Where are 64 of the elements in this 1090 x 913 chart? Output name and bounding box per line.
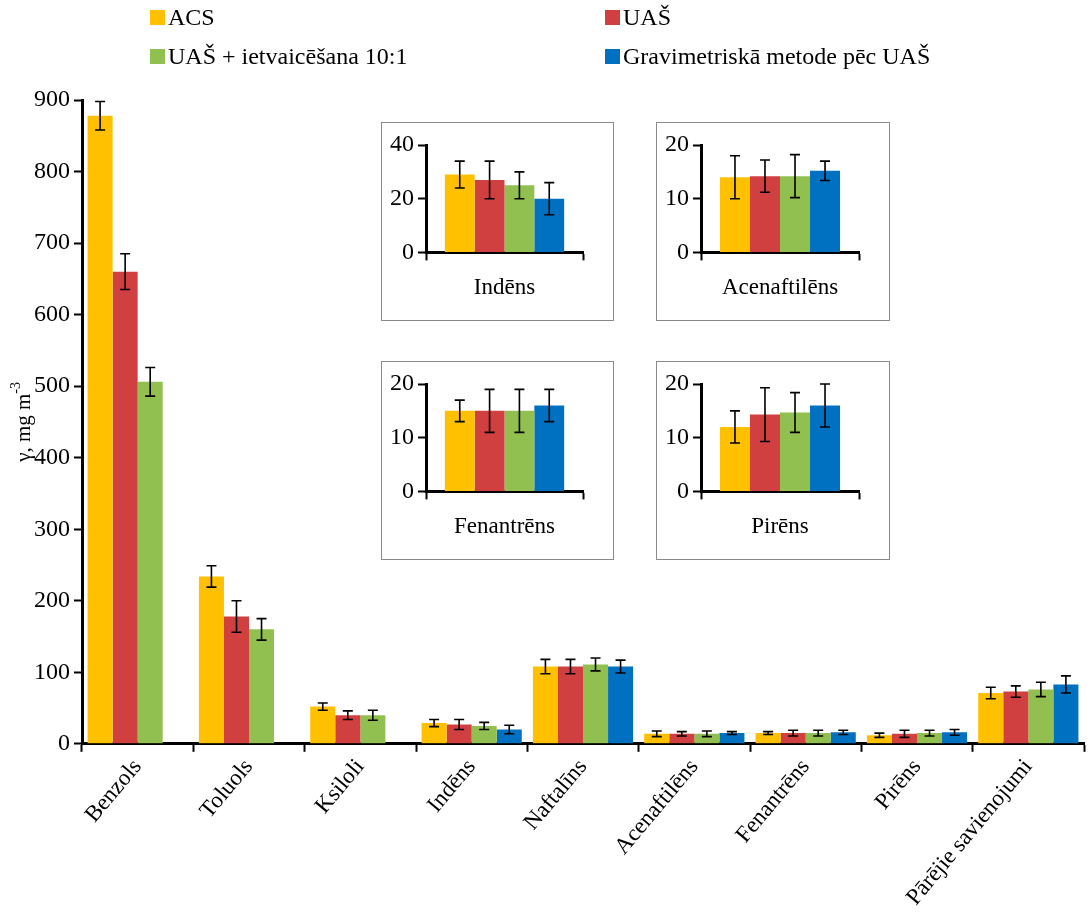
x-tick-label: Fenantrēns <box>454 513 556 539</box>
y-tick-label: 20 <box>665 369 689 396</box>
bar <box>830 732 856 744</box>
legend-label: UAŠ <box>623 4 672 31</box>
bar <box>719 426 750 491</box>
bar <box>335 715 361 744</box>
y-tick-label: 400 <box>34 442 70 469</box>
bar <box>198 576 224 744</box>
y-tick-label: 800 <box>34 156 70 183</box>
bar <box>1053 684 1079 744</box>
y-tick-label: 20 <box>390 369 414 396</box>
bar <box>978 693 1004 744</box>
bar <box>942 732 968 744</box>
y-tick-label: 300 <box>34 514 70 541</box>
legend-label: UAŠ + ietvaicēšana 10:1 <box>168 43 408 70</box>
bar <box>583 664 609 744</box>
bar <box>608 666 634 744</box>
y-tick-label: 20 <box>390 184 414 210</box>
bar <box>223 616 249 744</box>
legend-label: ACS <box>168 4 215 31</box>
bar <box>444 174 475 252</box>
y-tick-label: 20 <box>665 130 689 157</box>
y-tick-label: 100 <box>34 657 70 684</box>
bar <box>780 412 811 491</box>
bar <box>866 735 892 744</box>
bar <box>504 185 535 252</box>
y-axis-title: γ, mg m-3 <box>7 381 35 463</box>
bar <box>87 115 113 744</box>
y-tick-label: 0 <box>402 476 414 503</box>
bar <box>532 666 558 744</box>
y-tick-label: 10 <box>390 423 414 449</box>
bar <box>249 629 275 744</box>
bar <box>471 725 497 744</box>
bar <box>749 414 780 491</box>
bar <box>557 666 583 744</box>
bar <box>719 733 745 744</box>
y-tick-label: 200 <box>34 586 70 613</box>
y-tick-label: 700 <box>34 228 70 255</box>
bar <box>755 733 781 744</box>
bar <box>534 198 565 252</box>
y-tick-label: 900 <box>34 85 70 112</box>
x-tick-label: Indēns <box>473 274 536 300</box>
bar <box>474 179 505 252</box>
y-tick-label: 0 <box>402 237 414 264</box>
bar <box>810 405 841 491</box>
bar <box>310 706 336 744</box>
y-tick-label: 0 <box>58 729 70 756</box>
bar <box>446 724 472 744</box>
bar <box>360 715 386 744</box>
y-tick-label: 40 <box>390 130 414 157</box>
bar <box>1003 691 1029 744</box>
legend-label: Gravimetriskā metode pēc UAŠ <box>623 43 931 70</box>
bar <box>1028 689 1054 744</box>
y-tick-label: 0 <box>677 476 689 503</box>
y-tick-label: 600 <box>34 299 70 326</box>
y-tick-label: 10 <box>665 423 689 449</box>
x-tick-label: Acenaftilēns <box>721 274 839 300</box>
bar <box>112 271 138 744</box>
bar <box>137 381 163 744</box>
bar <box>421 723 447 744</box>
y-tick-label: 500 <box>34 371 70 398</box>
x-tick-label: Pirēns <box>751 513 809 539</box>
y-tick-label: 10 <box>665 184 689 210</box>
y-tick-label: 0 <box>677 237 689 264</box>
